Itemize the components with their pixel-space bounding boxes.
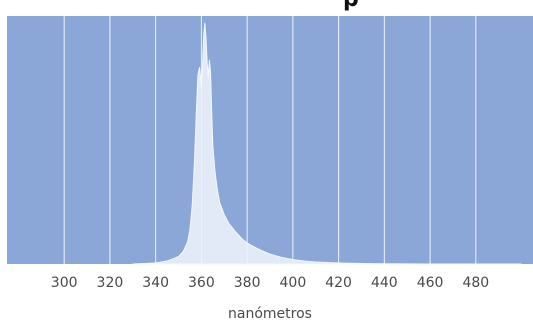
grid-lines [63, 16, 477, 264]
x-tick-label-440: 440 [371, 275, 398, 291]
plot-area [7, 16, 533, 264]
chart-title-partial: p [343, 0, 359, 12]
x-tick-label-400: 400 [280, 275, 307, 291]
x-tick-label-320: 320 [97, 275, 124, 291]
x-axis-label: nanómetros [228, 306, 312, 320]
x-tick-label-380: 380 [234, 275, 261, 291]
x-tick-label-480: 480 [462, 275, 489, 291]
x-tick-label-360: 360 [188, 275, 215, 291]
x-tick-label-300: 300 [51, 275, 78, 291]
x-tick-label-460: 460 [417, 275, 444, 291]
spectrum-area [132, 22, 522, 265]
x-tick-label-340: 340 [142, 275, 169, 291]
x-axis-ticks: 300 320 340 360 380 400 420 440 460 480 [51, 275, 489, 291]
x-tick-label-420: 420 [325, 275, 352, 291]
